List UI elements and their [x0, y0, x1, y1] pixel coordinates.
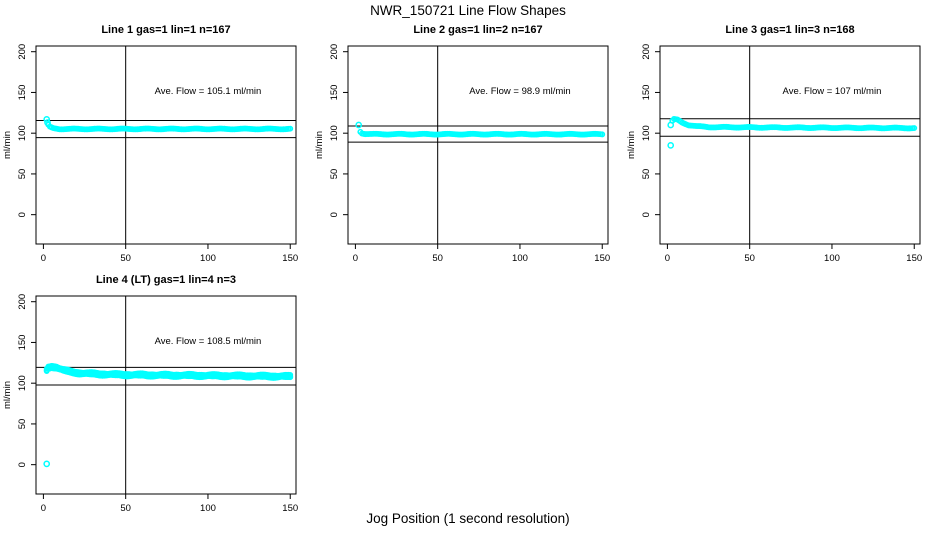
data-point: [43, 115, 51, 123]
data-point: [667, 142, 675, 149]
x-tick-label: 50: [744, 253, 755, 264]
y-tick-label: 0: [17, 462, 28, 467]
y-axis-title: ml/min: [2, 381, 13, 409]
y-axis-title: ml/min: [626, 131, 637, 159]
y-tick-label: 0: [641, 212, 652, 217]
data-point: [43, 460, 51, 468]
panel-4-plot: 0 50 100 150 0 50 100 150 200 ml/min Ave. Flow = 1…: [2, 294, 298, 514]
y-tick-label: 100: [17, 375, 28, 391]
panel-line-4: Line 4 (LT) gas=1 lin=4 n=3 0 50 100 150 0 50…: [0, 268, 312, 518]
x-tick-label: 150: [282, 253, 298, 264]
x-tick-label: 0: [41, 253, 46, 264]
ave-flow-annotation: Ave. Flow = 108.5 ml/min: [155, 336, 262, 347]
y-axis-title: ml/min: [2, 131, 13, 159]
figure-title: NWR_150721 Line Flow Shapes: [370, 3, 566, 18]
y-tick-label: 150: [17, 85, 28, 101]
x-tick-label: 0: [665, 253, 670, 264]
panel-1-title: Line 1 gas=1 lin=1 n=167: [101, 24, 231, 36]
y-tick-label: 50: [17, 419, 28, 430]
y-tick-label: 100: [329, 125, 340, 141]
panel-1-plot: 0 50 100 150 0 50 100 150 200 ml/min Ave. Flow = 1…: [2, 44, 298, 264]
y-axis-title: ml/min: [314, 131, 325, 159]
x-tick-label: 150: [594, 253, 610, 264]
panel-3-plot: 0 50 100 150 0 50 100 150 200 ml/min Ave. Flow = 1…: [626, 44, 922, 264]
y-tick-label: 100: [17, 125, 28, 141]
x-tick-label: 100: [200, 253, 216, 264]
x-tick-label: 0: [353, 253, 358, 264]
plot-box: [659, 45, 921, 245]
y-tick-label: 50: [17, 169, 28, 180]
y-tick-label: 50: [641, 169, 652, 180]
x-tick-label: 150: [906, 253, 922, 264]
panel-2-plot: 0 50 100 150 0 50 100 150 200 ml/min Ave. Flow = 9…: [314, 44, 610, 264]
x-tick-label: 50: [120, 503, 131, 514]
x-axis-label: Jog Position (1 second resolution): [366, 511, 570, 526]
panel-3-title: Line 3 gas=1 lin=3 n=168: [725, 24, 855, 36]
y-tick-label: 200: [17, 44, 28, 60]
y-tick-label: 200: [641, 44, 652, 60]
data-point: [287, 372, 294, 378]
y-tick-label: 200: [17, 294, 28, 310]
x-tick-label: 100: [200, 503, 216, 514]
x-tick-label: 0: [41, 503, 46, 514]
data-point: [287, 125, 294, 132]
panel-2-title: Line 2 gas=1 lin=2 n=167: [413, 24, 543, 36]
y-tick-label: 200: [329, 44, 340, 60]
panel-4-title: Line 4 (LT) gas=1 lin=4 n=3: [95, 274, 237, 286]
y-tick-label: 150: [17, 335, 28, 351]
plot-box: [35, 45, 297, 245]
y-tick-label: 50: [329, 169, 340, 180]
x-tick-label: 50: [432, 253, 443, 264]
data-point: [355, 121, 363, 129]
ave-flow-annotation: Ave. Flow = 107 ml/min: [783, 86, 882, 97]
y-tick-label: 0: [17, 212, 28, 217]
y-tick-label: 0: [329, 212, 340, 217]
panel-line-2: Line 2 gas=1 lin=2 n=167 0 50 100 150 0 50 100…: [312, 18, 624, 268]
ave-flow-annotation: Ave. Flow = 98.9 ml/min: [469, 86, 570, 97]
x-tick-label: 50: [120, 253, 131, 264]
y-tick-label: 150: [329, 85, 340, 101]
data-point: [599, 131, 606, 138]
y-tick-label: 150: [641, 85, 652, 101]
panel-line-3: Line 3 gas=1 lin=3 n=168 0 50 100 150 0 50 100…: [624, 18, 936, 268]
plot-box: [35, 295, 297, 495]
x-tick-label: 150: [282, 503, 298, 514]
panel-line-1: Line 1 gas=1 lin=1 n=167 0 50 100 150 0 50 100…: [0, 18, 312, 268]
data-point: [911, 125, 918, 131]
plot-box: [347, 45, 609, 245]
y-tick-label: 100: [641, 125, 652, 141]
x-tick-label: 100: [824, 253, 840, 264]
x-tick-label: 100: [512, 253, 528, 264]
ave-flow-annotation: Ave. Flow = 105.1 ml/min: [155, 86, 262, 97]
